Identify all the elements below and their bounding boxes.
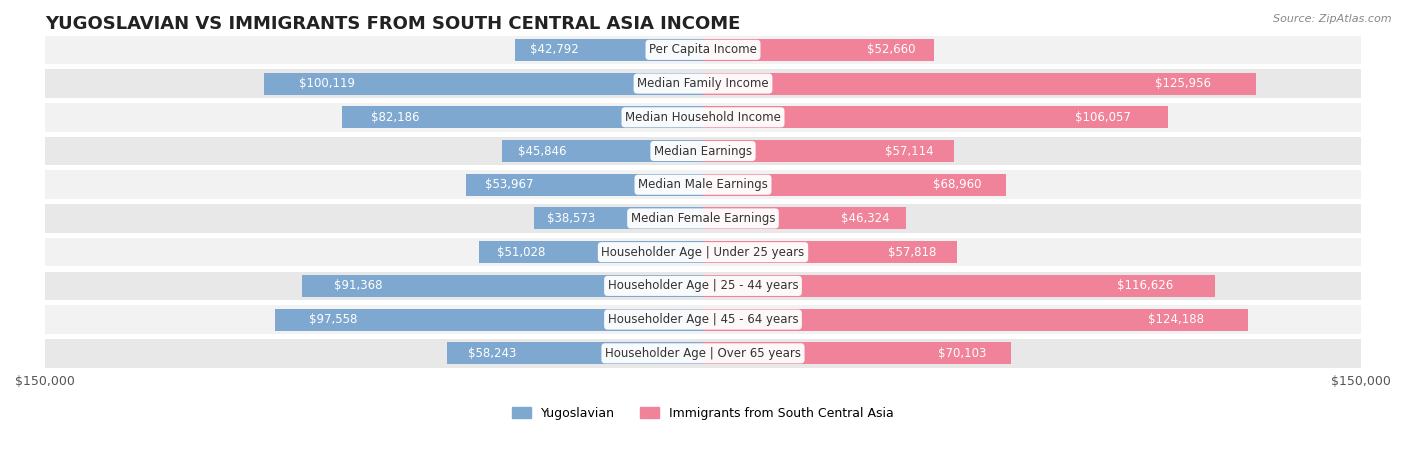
Bar <box>703 275 1215 297</box>
Text: $57,114: $57,114 <box>884 144 934 157</box>
Text: $91,368: $91,368 <box>335 279 382 292</box>
Bar <box>703 241 956 263</box>
Text: $125,956: $125,956 <box>1156 77 1212 90</box>
FancyBboxPatch shape <box>45 204 1361 233</box>
Bar <box>703 207 907 229</box>
Text: Median Household Income: Median Household Income <box>626 111 780 124</box>
Text: Median Family Income: Median Family Income <box>637 77 769 90</box>
Bar <box>703 140 953 162</box>
Bar <box>276 309 703 331</box>
Text: Householder Age | 45 - 64 years: Householder Age | 45 - 64 years <box>607 313 799 326</box>
Text: $70,103: $70,103 <box>938 347 986 360</box>
FancyBboxPatch shape <box>45 170 1361 199</box>
Text: $42,792: $42,792 <box>530 43 579 57</box>
Bar <box>703 106 1168 128</box>
Text: Householder Age | Under 25 years: Householder Age | Under 25 years <box>602 246 804 259</box>
Bar <box>447 342 703 364</box>
FancyBboxPatch shape <box>45 69 1361 98</box>
Bar <box>703 39 934 61</box>
Text: $45,846: $45,846 <box>517 144 567 157</box>
FancyBboxPatch shape <box>45 35 1361 64</box>
Text: $68,960: $68,960 <box>932 178 981 191</box>
Text: Median Female Earnings: Median Female Earnings <box>631 212 775 225</box>
Text: Median Earnings: Median Earnings <box>654 144 752 157</box>
FancyBboxPatch shape <box>45 103 1361 132</box>
Bar <box>703 72 1256 94</box>
FancyBboxPatch shape <box>45 238 1361 267</box>
FancyBboxPatch shape <box>45 271 1361 300</box>
Bar <box>703 342 1011 364</box>
Text: $57,818: $57,818 <box>889 246 936 259</box>
Text: $97,558: $97,558 <box>309 313 357 326</box>
Text: $46,324: $46,324 <box>841 212 890 225</box>
Text: $106,057: $106,057 <box>1076 111 1130 124</box>
Text: $51,028: $51,028 <box>498 246 546 259</box>
FancyBboxPatch shape <box>45 137 1361 165</box>
Text: Per Capita Income: Per Capita Income <box>650 43 756 57</box>
FancyBboxPatch shape <box>45 305 1361 334</box>
Text: $124,188: $124,188 <box>1149 313 1204 326</box>
Text: $58,243: $58,243 <box>468 347 516 360</box>
Text: $38,573: $38,573 <box>547 212 596 225</box>
Bar <box>343 106 703 128</box>
Text: $53,967: $53,967 <box>485 178 534 191</box>
Bar <box>534 207 703 229</box>
Text: $116,626: $116,626 <box>1118 279 1174 292</box>
Legend: Yugoslavian, Immigrants from South Central Asia: Yugoslavian, Immigrants from South Centr… <box>508 402 898 425</box>
Bar <box>467 174 703 196</box>
Text: Householder Age | Over 65 years: Householder Age | Over 65 years <box>605 347 801 360</box>
Text: Householder Age | 25 - 44 years: Householder Age | 25 - 44 years <box>607 279 799 292</box>
Text: Median Male Earnings: Median Male Earnings <box>638 178 768 191</box>
Text: $82,186: $82,186 <box>371 111 420 124</box>
Bar <box>703 309 1247 331</box>
Text: Source: ZipAtlas.com: Source: ZipAtlas.com <box>1274 14 1392 24</box>
Text: $52,660: $52,660 <box>868 43 915 57</box>
Text: YUGOSLAVIAN VS IMMIGRANTS FROM SOUTH CENTRAL ASIA INCOME: YUGOSLAVIAN VS IMMIGRANTS FROM SOUTH CEN… <box>45 15 741 33</box>
Bar <box>302 275 703 297</box>
Text: $100,119: $100,119 <box>299 77 354 90</box>
Bar <box>502 140 703 162</box>
FancyBboxPatch shape <box>45 339 1361 368</box>
Bar <box>479 241 703 263</box>
Bar <box>264 72 703 94</box>
Bar <box>703 174 1005 196</box>
Bar <box>515 39 703 61</box>
